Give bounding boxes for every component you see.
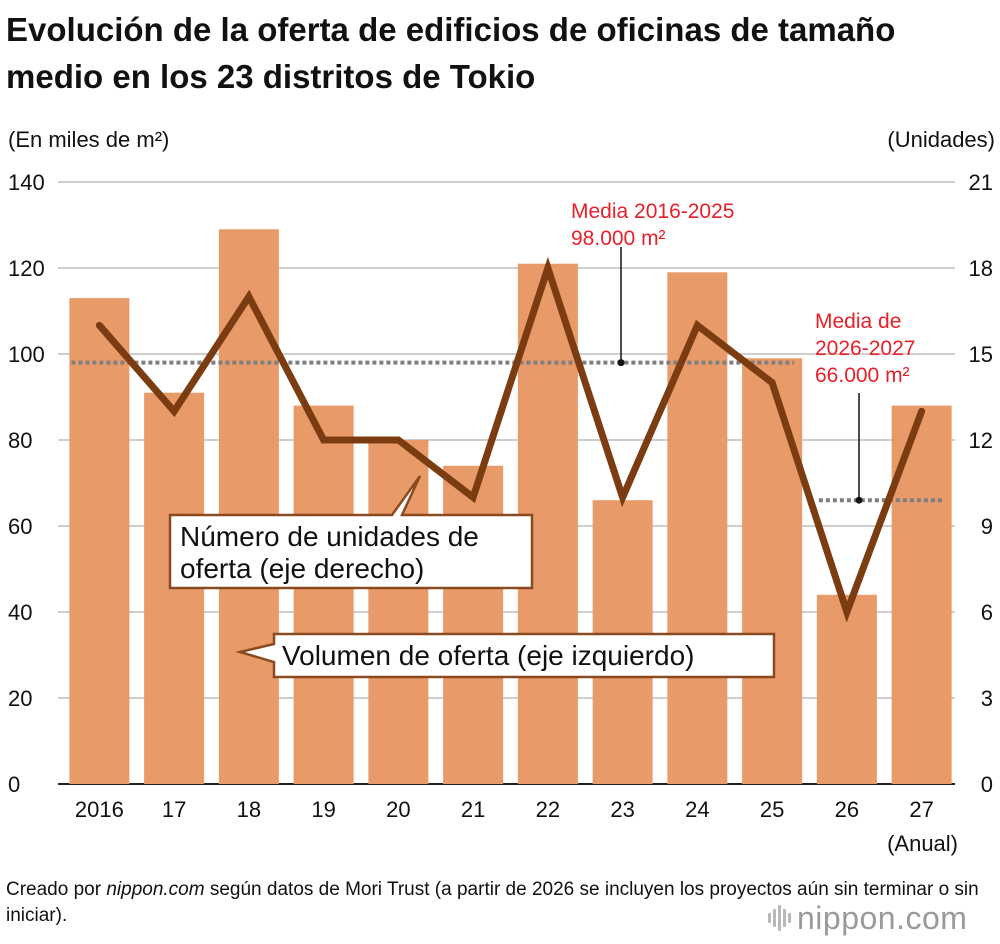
left-tick-label: 140 (8, 170, 45, 195)
right-tick-label: 9 (981, 514, 993, 539)
x-tick-label: 26 (835, 797, 859, 822)
axis-labels: 0 20 40 60 80 100 120 140 0 3 6 9 12 15 18 21 (En miles … (8, 127, 995, 856)
bar-callout-box (235, 632, 776, 679)
bar (443, 465, 504, 784)
x-tick-label: 25 (760, 797, 784, 822)
source-note: Creado por nippon.com según datos de Mor… (6, 877, 1000, 929)
x-tick-label: 27 (909, 797, 933, 822)
bar-callout-text: Volumen de oferta (eje izquierdo) (282, 640, 694, 671)
line-series (95, 256, 926, 623)
left-tick-label: 100 (8, 342, 45, 367)
units-line (95, 256, 926, 623)
left-axis-title: (En miles de m²) (8, 127, 169, 152)
x-tick-label: 23 (610, 797, 634, 822)
chart-title: Evolución de la oferta de edificios de o… (6, 11, 896, 95)
source-prefix: Creado por (6, 879, 107, 900)
x-axis-suffix: (Anual) (887, 831, 958, 856)
x-tick-label: 2016 (75, 797, 124, 822)
right-tick-label: 18 (969, 256, 993, 281)
x-tick-label: 24 (685, 797, 709, 822)
average-annotation: 98.000 m² (571, 227, 666, 250)
left-tick-label: 120 (8, 256, 45, 281)
bar (816, 594, 877, 784)
bar (293, 405, 354, 784)
right-tick-label: 6 (981, 600, 993, 625)
left-tick-label: 0 (8, 772, 20, 797)
x-tick-label: 22 (536, 797, 560, 822)
left-tick-label: 80 (8, 428, 32, 453)
left-tick-label: 20 (8, 686, 32, 711)
line-callout-box (168, 475, 534, 590)
right-axis-title: (Unidades) (887, 127, 995, 152)
x-tick-label: 21 (461, 797, 485, 822)
x-tick-label: 17 (162, 797, 186, 822)
average-annotation: 2026-2027 (815, 337, 915, 360)
annotation-dot (617, 359, 625, 367)
annotation-dot (855, 496, 863, 504)
average-lines (71, 360, 944, 503)
left-tick-label: 40 (8, 600, 32, 625)
right-tick-label: 21 (969, 170, 993, 195)
x-tick-label: 18 (237, 797, 261, 822)
line-callout-text: Número de unidades de (180, 521, 479, 552)
average-annotation: Media de (815, 310, 901, 333)
bar (742, 358, 803, 784)
bar-series (69, 229, 952, 785)
line-callout-text: oferta (eje derecho) (180, 553, 424, 584)
bar (368, 440, 429, 784)
callouts: Media 2016-2025 98.000 m² Media de 2026-202… (168, 200, 915, 679)
logo-text: nippon.com (797, 899, 968, 936)
source-link[interactable]: nippon.com (106, 879, 205, 900)
logo-bars-icon (768, 905, 791, 931)
x-tick-label: 19 (311, 797, 335, 822)
nippon-logo[interactable]: nippon.com (768, 898, 967, 938)
source-rest: según datos de Mori Trust (a partir de 2… (6, 879, 979, 926)
x-tick-label: 20 (386, 797, 410, 822)
right-tick-label: 3 (981, 686, 993, 711)
left-tick-label: 60 (8, 514, 32, 539)
right-tick-label: 0 (981, 772, 993, 797)
right-tick-label: 12 (969, 428, 993, 453)
bar (69, 298, 130, 784)
right-tick-label: 15 (969, 342, 993, 367)
average-annotation: Media 2016-2025 (571, 200, 734, 223)
bar (218, 229, 279, 785)
bar (667, 272, 728, 784)
average-annotation: 66.000 m² (815, 364, 910, 387)
